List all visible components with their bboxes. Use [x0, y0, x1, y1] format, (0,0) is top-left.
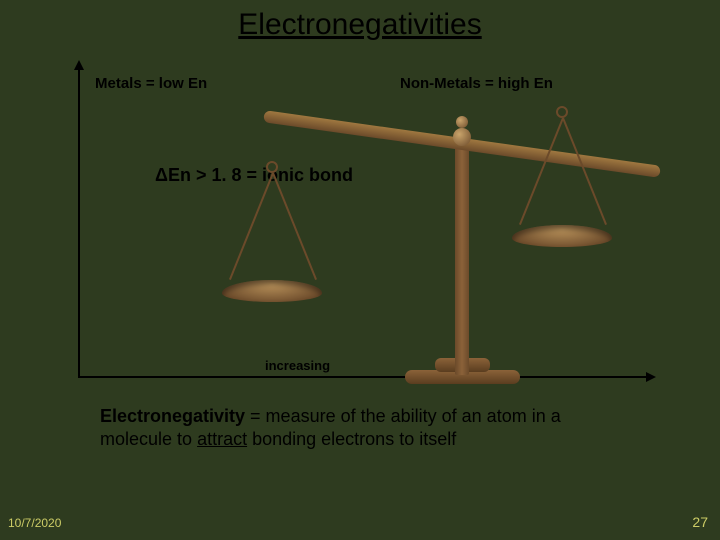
- footer-date: 10/7/2020: [8, 516, 61, 530]
- metals-label: Metals = low En: [95, 75, 207, 92]
- scale-post: [455, 130, 469, 375]
- scale-finial: [456, 116, 468, 128]
- x-axis-label: increasing: [265, 358, 330, 373]
- definition-part2: bonding electrons to itself: [247, 429, 456, 449]
- definition-text: Electronegativity = measure of the abili…: [100, 405, 630, 452]
- balance-scale-graphic: [210, 100, 610, 380]
- definition-term: Electronegativity: [100, 406, 245, 426]
- definition-attract: attract: [197, 429, 247, 449]
- slide-title: Electronegativities: [0, 0, 720, 42]
- nonmetals-label: Non-Metals = high En: [400, 75, 553, 92]
- y-axis-arrow: [78, 68, 80, 378]
- scale-pivot: [453, 128, 471, 146]
- footer-page-number: 27: [692, 514, 708, 530]
